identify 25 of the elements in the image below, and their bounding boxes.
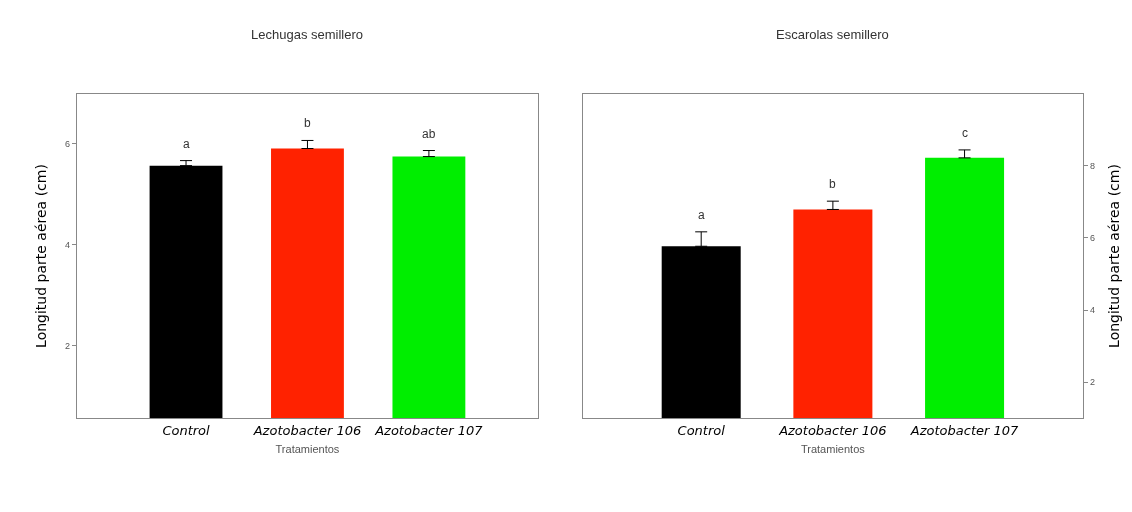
annotation: b: [829, 177, 836, 191]
x-tick-label: Azotobacter 107: [374, 422, 484, 438]
x-tick-label: Control: [162, 422, 211, 438]
chart-title: Escarolas semillero: [776, 27, 889, 42]
x-tick-label: Azotobacter 107: [909, 422, 1020, 438]
annotation: ab: [422, 127, 436, 141]
y-tick-label: 4: [64, 239, 70, 250]
annotation: a: [183, 137, 190, 151]
y-tick-label: 4: [1089, 305, 1095, 316]
y-tick-label: 6: [1089, 233, 1095, 244]
y-tick-label: 2: [64, 340, 70, 351]
chart-title: Lechugas semillero: [251, 27, 364, 42]
annotation: b: [304, 116, 311, 130]
y-axis-title: Longitud parte aérea (cm): [32, 164, 49, 348]
x-tick-label: Azotobacter 106: [778, 422, 887, 438]
x-axis-title: Tratamientos: [800, 443, 866, 456]
annotation: a: [698, 208, 705, 222]
x-tick-label: Azotobacter 106: [252, 422, 362, 438]
y-axis-title: Longitud parte aérea (cm): [1106, 164, 1123, 348]
y-tick-label: 6: [64, 139, 70, 150]
y-tick-label: 2: [1089, 377, 1095, 388]
x-axis-title: Tratamientos: [275, 443, 340, 456]
annotation: c: [962, 126, 968, 140]
y-tick-label: 8: [1089, 160, 1095, 171]
x-tick-label: Control: [677, 422, 726, 438]
